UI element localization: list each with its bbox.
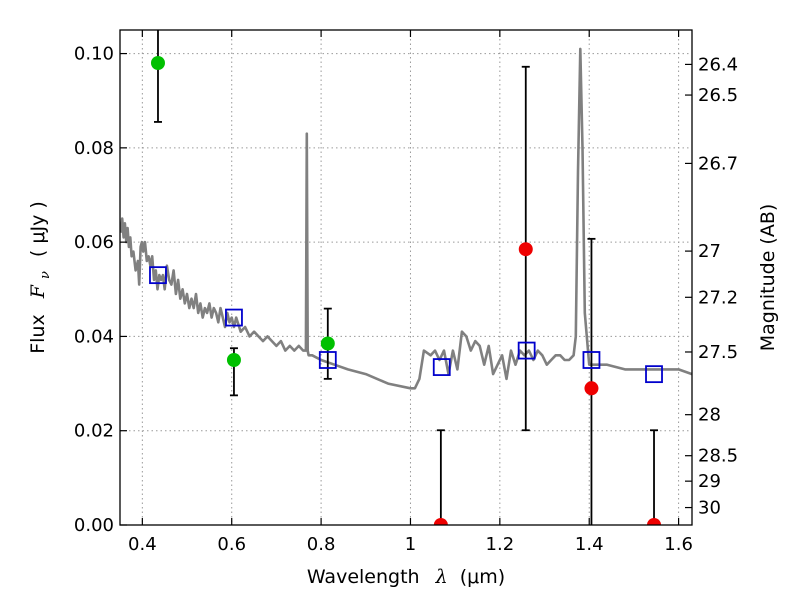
magnitude-tick-label: 27.2	[698, 287, 738, 308]
y-axis-label-unit: ( μJy )	[27, 201, 49, 257]
magnitude-tick-label: 26.5	[698, 85, 738, 106]
y-tick-label: 0.00	[74, 515, 114, 536]
x-axis-label-prefix: Wavelength	[307, 566, 420, 588]
model-photometry-square	[517, 341, 536, 360]
upper-limit-point	[518, 242, 533, 257]
magnitude-tick-label: 28.5	[698, 446, 738, 467]
magnitude-tick-label: 26.7	[698, 153, 738, 174]
model-photometry-square	[149, 266, 167, 285]
y-axis-label-subscript: ν	[38, 271, 53, 279]
y-axis-label-symbol: F	[27, 284, 49, 299]
y-tick-label: 0.06	[74, 232, 114, 253]
magnitude-tick-label: 27.5	[698, 342, 738, 363]
axis-ticks: 0.4 0.6 0.8 1 1.2 1.4 1.6 0.00 0.02 0.04 0.06 0.08 0…	[74, 30, 738, 555]
magnitude-axis-label: Magnitude (AB)	[757, 204, 779, 352]
axes-frame	[119, 29, 693, 526]
model-photometry-square	[432, 358, 451, 376]
detection-point	[320, 336, 335, 351]
magnitude-tick-label: 26.4	[698, 54, 738, 75]
detection-point	[226, 353, 241, 367]
model-photometry-square	[645, 365, 663, 384]
upper-limit-point	[584, 381, 599, 396]
model-photometry-square	[582, 351, 601, 369]
x-tick-label: 1.6	[664, 534, 693, 555]
y-tick-label: 0.10	[74, 44, 114, 65]
plot-series	[120, 30, 692, 525]
magnitude-tick-label: 30	[698, 498, 721, 519]
grid-lines	[120, 30, 692, 526]
y-axis-label-prefix: Flux	[27, 314, 49, 354]
upper-limit-point	[647, 518, 662, 525]
y-tick-label: 0.04	[74, 326, 114, 347]
x-tick-label: 0.8	[307, 534, 336, 555]
magnitude-tick-label: 28	[698, 405, 721, 426]
x-tick-label: 0.6	[217, 534, 246, 555]
x-tick-label: 1	[405, 534, 416, 555]
detection-point	[150, 56, 165, 70]
model-spectrum-line	[120, 47, 692, 390]
x-tick-label: 0.4	[128, 534, 157, 555]
magnitude-tick-label: 29	[698, 471, 721, 492]
plot-area	[120, 30, 692, 525]
x-tick-label: 1.2	[486, 534, 515, 555]
x-tick-label: 1.4	[575, 534, 604, 555]
x-axis-label: Wavelength λ (μm)	[307, 566, 505, 588]
model-photometry-square	[318, 351, 337, 369]
model-photometry-square	[225, 308, 243, 327]
magnitude-tick-label: 27	[698, 241, 721, 262]
x-axis-label-unit: (μm)	[460, 566, 505, 588]
upper-limit-point	[433, 518, 448, 525]
y-axis-label: Flux F ν ( μJy )	[27, 201, 54, 354]
y-tick-label: 0.08	[74, 138, 114, 159]
y-tick-label: 0.02	[74, 421, 114, 442]
x-axis-label-symbol: λ	[435, 566, 448, 588]
